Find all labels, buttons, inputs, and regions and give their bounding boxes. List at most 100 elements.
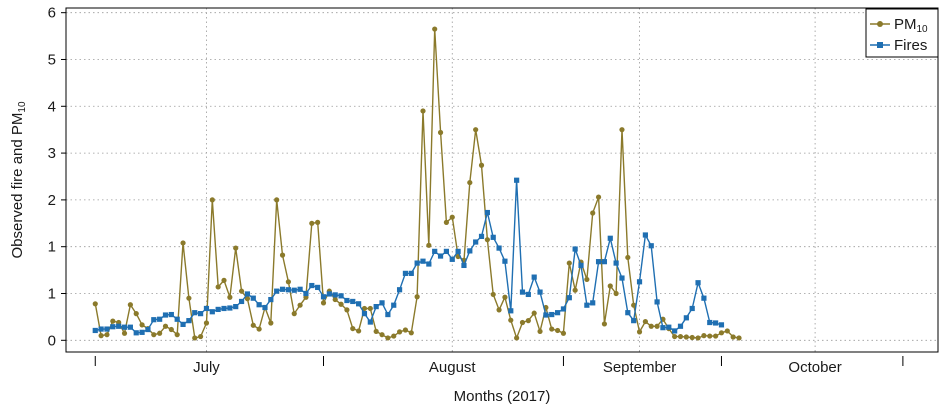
x-tick-label: August [429, 359, 477, 376]
pm10-point [566, 260, 572, 266]
fires-point [180, 321, 186, 327]
pm10-point [157, 330, 163, 336]
fires-point [279, 286, 286, 292]
x-tick-label: October [788, 359, 841, 376]
pm10-line [94, 28, 740, 339]
legend-pm10-label-main: PM [894, 16, 917, 33]
series-layer [92, 26, 742, 341]
pm10-point [373, 328, 379, 335]
pm10-point [601, 321, 608, 327]
fires-point [525, 291, 531, 298]
pm10-point [584, 276, 590, 283]
fires-point [373, 304, 379, 310]
legend-pm10-label-subscript: 10 [917, 24, 929, 35]
pm10-point [151, 332, 157, 338]
fires-point [461, 262, 467, 269]
fires-point [309, 282, 315, 289]
fires-point [396, 287, 403, 293]
pm10-point [408, 330, 414, 336]
pm10-point [467, 179, 473, 186]
fires-point [590, 300, 596, 306]
pm10-point [554, 327, 561, 334]
fires-point [367, 319, 373, 325]
pm10-point [683, 334, 689, 340]
pm10-point [396, 329, 403, 335]
fires-point [502, 258, 508, 264]
pm10-point [490, 291, 496, 298]
fires-point [695, 280, 701, 286]
pm10-point [104, 332, 110, 338]
fires-point [508, 308, 514, 314]
pm10-point [701, 333, 707, 339]
fires-point [92, 327, 98, 334]
pm10-point [713, 333, 719, 339]
pm10-point [297, 302, 303, 308]
fires-point [572, 246, 578, 252]
pm10-point [320, 300, 327, 306]
fires-point [443, 248, 450, 254]
y-tick-label: 5 [48, 51, 56, 68]
pm10-point [724, 328, 730, 334]
fires-point [543, 312, 549, 318]
pm10-point [672, 333, 678, 340]
pm10-point [572, 287, 578, 293]
pm10-point [636, 329, 643, 335]
legend-fires-marker [877, 42, 883, 48]
pm10-point [707, 333, 713, 339]
fires-point [350, 298, 356, 305]
pm10-point [309, 220, 315, 226]
pm10-point [139, 322, 145, 328]
fires-point [402, 270, 409, 276]
fires-point [648, 243, 654, 249]
fires-point [595, 259, 602, 265]
fires-point [519, 289, 526, 295]
pm10-point [198, 333, 204, 340]
legend-box [865, 8, 939, 58]
pm10-point [133, 311, 139, 317]
fires-point [315, 284, 321, 291]
fires-point [361, 311, 368, 317]
pm10-point [110, 318, 116, 324]
fires-point [408, 270, 414, 276]
fires-point [467, 248, 473, 254]
fires-point [683, 315, 689, 321]
y-axis-label-main: Observed fire and PM [9, 113, 26, 259]
pm10-point [519, 319, 526, 326]
pm10-point [332, 296, 338, 303]
fires-point [356, 301, 362, 307]
y-axis-label: Observed fire and PM10 [9, 101, 28, 258]
y-tick-label: 0 [48, 332, 56, 349]
fires-point [484, 209, 490, 216]
pm10-point [730, 334, 736, 340]
pm10-point [718, 330, 725, 336]
fires-point [385, 311, 391, 318]
pm10-point [560, 330, 567, 336]
y-tick-label: 6 [48, 5, 56, 22]
pm10-point [209, 197, 215, 203]
fires-point [209, 309, 215, 315]
legend-pm10-label: PM10 [894, 16, 928, 35]
fires-point [437, 253, 444, 259]
pm10-point [274, 197, 280, 203]
pm10-point [613, 290, 619, 297]
x-tick-label: July [193, 359, 220, 376]
fires-point [478, 233, 485, 239]
fires-point [157, 316, 163, 322]
pm10-point [268, 320, 274, 326]
pm10-point [215, 284, 221, 290]
pm10-point [279, 252, 286, 258]
fires-point [133, 330, 139, 336]
fires-point [531, 274, 537, 280]
pm10-point [356, 328, 362, 334]
pm10-point [98, 333, 104, 339]
fires-point [718, 322, 725, 328]
fires-point [607, 235, 613, 241]
pm10-point [168, 326, 174, 333]
fires-point [110, 324, 116, 330]
fires-point [514, 177, 520, 183]
fires-point [636, 279, 643, 285]
pm10-point [227, 294, 233, 300]
pm10-point [285, 279, 291, 285]
pm10-point [648, 323, 654, 329]
pm10-point [92, 301, 98, 307]
